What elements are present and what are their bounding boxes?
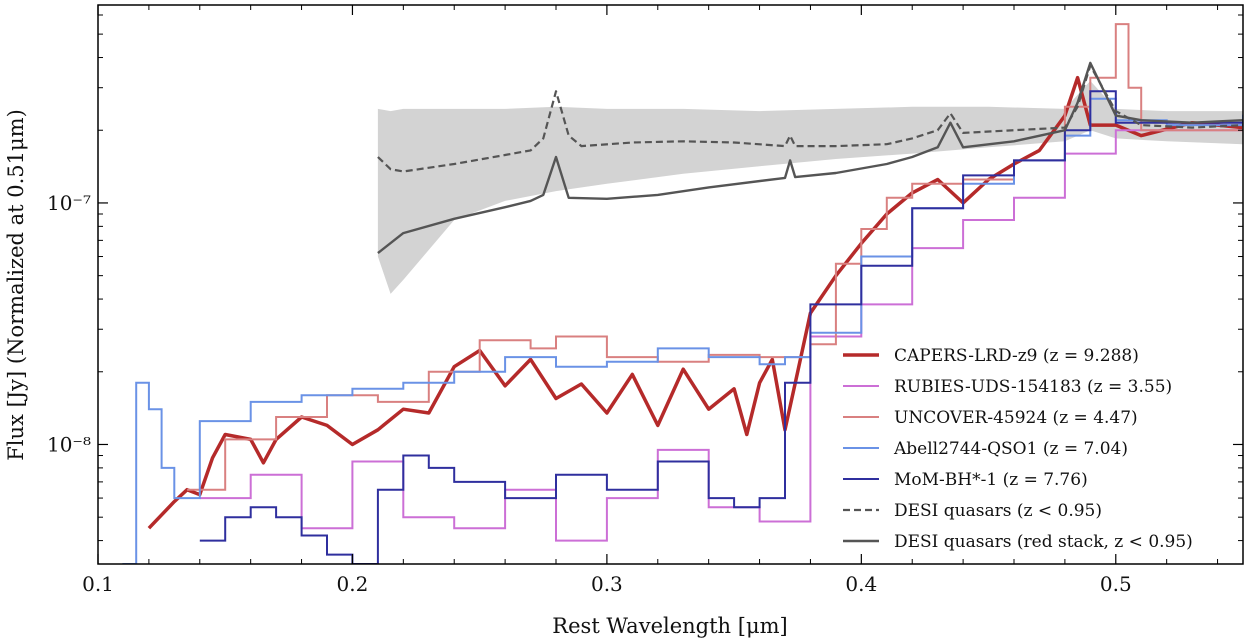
- band-layer: [377, 80, 1243, 294]
- y-tick-label: 10⁻⁷: [47, 191, 91, 215]
- legend-label-6: DESI quasars (red stack, z < 0.95): [894, 532, 1193, 552]
- x-tick-label: 0.3: [591, 572, 623, 596]
- legend-label-4: MoM-BH*-1 (z = 7.76): [894, 470, 1088, 490]
- x-tick-label: 0.5: [1100, 572, 1132, 596]
- series-line-1: [199, 126, 1243, 542]
- legend-label-5: DESI quasars (z < 0.95): [894, 501, 1102, 521]
- y-tick-label: 10⁻⁸: [47, 432, 91, 456]
- series-line-4: [199, 90, 1243, 564]
- plot-frame: [97, 4, 1244, 565]
- legend-label-3: Abell2744-QSO1 (z = 7.04): [893, 439, 1128, 459]
- series-line-6: [377, 61, 1243, 255]
- legend-label-0: CAPERS-LRD-z9 (z = 9.288): [894, 346, 1139, 366]
- y-axis-label: Flux [Jy] (Normalized at 0.51μm): [4, 109, 28, 461]
- legend-label-1: RUBIES-UDS-154183 (z = 3.55): [894, 377, 1172, 397]
- x-tick-label: 0.2: [337, 572, 369, 596]
- series-layer: [122, 23, 1243, 564]
- legend: CAPERS-LRD-z9 (z = 9.288) RUBIES-UDS-1541…: [843, 346, 1193, 552]
- x-tick-label: 0.1: [82, 572, 114, 596]
- legend-label-2: UNCOVER-45924 (z = 4.47): [894, 408, 1138, 428]
- tick-layer: 0.1 0.2 0.3 0.4 0.5 10⁻⁸ 10⁻⁷: [47, 5, 1243, 596]
- desi-spread-band: [377, 80, 1243, 294]
- x-axis-label: Rest Wavelength [μm]: [552, 614, 787, 638]
- x-tick-label: 0.4: [845, 572, 877, 596]
